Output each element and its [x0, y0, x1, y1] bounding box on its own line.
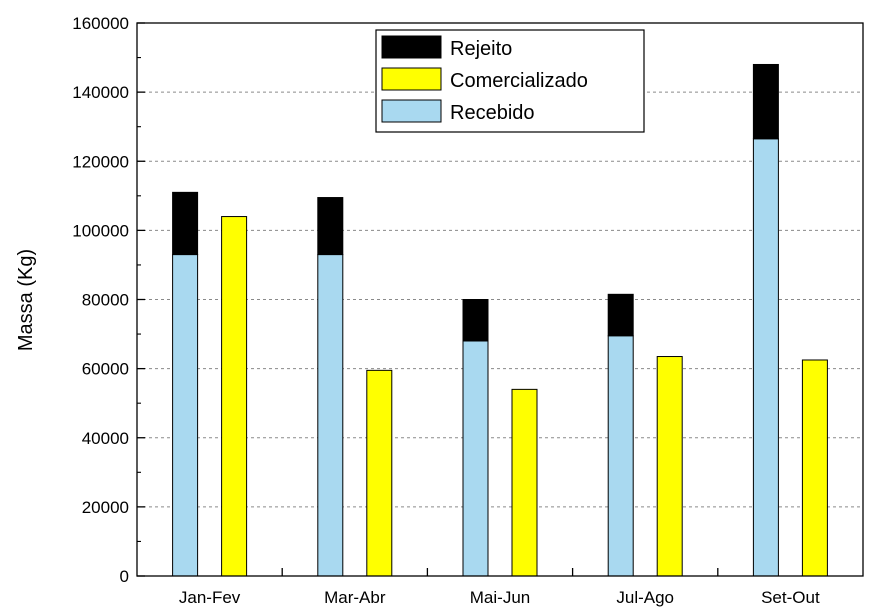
x-tick-label: Mar-Abr	[324, 588, 386, 607]
y-tick-label: 60000	[82, 360, 129, 379]
y-tick-label: 20000	[82, 498, 129, 517]
bar-comercializado	[511, 388, 538, 577]
y-tick-label: 80000	[82, 291, 129, 310]
bar-recebido	[317, 254, 344, 577]
bar-recebido	[752, 138, 779, 577]
bar-recebido	[462, 340, 489, 577]
legend-swatch-comercializado	[381, 67, 442, 91]
bars	[172, 63, 828, 577]
legend-label-recebido: Recebido	[450, 102, 535, 124]
bar-rejeito	[172, 191, 199, 256]
bar-comercializado	[656, 356, 683, 577]
y-axis-title: Massa (Kg)	[15, 249, 37, 351]
bar-rejeito	[317, 197, 344, 256]
bar-comercializado	[366, 369, 393, 577]
x-tick-label: Jan-Fev	[179, 588, 241, 607]
bar-rejeito	[752, 63, 779, 140]
bar-recebido	[172, 254, 199, 577]
y-tick-label: 40000	[82, 429, 129, 448]
x-tick-label: Jul-Ago	[616, 588, 674, 607]
x-tick-label: Set-Out	[761, 588, 820, 607]
bar-rejeito	[462, 299, 489, 342]
bar-recebido	[607, 335, 634, 577]
y-axis: 0 20000 40000 60000 80000 100000 120000 140000 1…	[72, 14, 145, 586]
bar-comercializado	[221, 216, 248, 577]
legend-label-comercializado: Comercializado	[450, 70, 588, 92]
y-tick-label: 160000	[72, 14, 129, 33]
y-tick-label: 0	[120, 567, 129, 586]
bar-rejeito	[607, 293, 634, 337]
legend-swatch-rejeito	[381, 35, 442, 59]
y-tick-label: 140000	[72, 83, 129, 102]
bar-comercializado	[801, 359, 828, 577]
legend: Rejeito Comercializado Recebido	[375, 29, 645, 133]
legend-swatch-recebido	[381, 99, 442, 123]
y-tick-label: 120000	[72, 152, 129, 171]
x-axis: Jan-Fev Mar-Abr Mai-Jun Jul-Ago Set-Out	[179, 568, 820, 607]
y-tick-label: 100000	[72, 221, 129, 240]
x-tick-label: Mai-Jun	[470, 588, 530, 607]
legend-label-rejeito: Rejeito	[450, 38, 512, 60]
